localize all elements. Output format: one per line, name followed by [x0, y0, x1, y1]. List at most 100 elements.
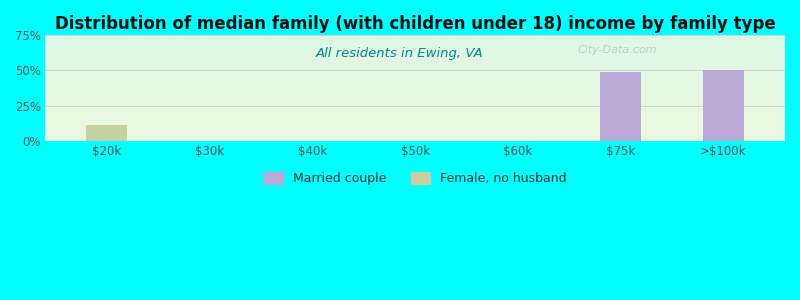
- Bar: [45, 57, 785, 58]
- Bar: [45, 133, 785, 134]
- Bar: [45, 104, 785, 105]
- Bar: [45, 55, 785, 56]
- Bar: [45, 130, 785, 131]
- Bar: [45, 61, 785, 62]
- Bar: [45, 91, 785, 92]
- Bar: [45, 82, 785, 83]
- Bar: [45, 54, 785, 55]
- Bar: [45, 125, 785, 126]
- Bar: [45, 62, 785, 63]
- Bar: [45, 74, 785, 75]
- Bar: [45, 67, 785, 68]
- Bar: [45, 120, 785, 121]
- Bar: [45, 86, 785, 87]
- Bar: [45, 134, 785, 135]
- Bar: [45, 46, 785, 47]
- Bar: [45, 40, 785, 41]
- Bar: [45, 85, 785, 86]
- Bar: [45, 98, 785, 99]
- Bar: [45, 38, 785, 39]
- Bar: [45, 70, 785, 71]
- Bar: [45, 124, 785, 125]
- Bar: [45, 73, 785, 74]
- Bar: [45, 92, 785, 93]
- Bar: [45, 35, 785, 36]
- Bar: [45, 48, 785, 49]
- Bar: [45, 138, 785, 139]
- Bar: [45, 95, 785, 96]
- Bar: [45, 132, 785, 133]
- Bar: [45, 103, 785, 104]
- Bar: [45, 66, 785, 67]
- Bar: [45, 77, 785, 78]
- Bar: [45, 58, 785, 59]
- Bar: [45, 106, 785, 107]
- Bar: [45, 63, 785, 64]
- Bar: [45, 47, 785, 48]
- Bar: [45, 64, 785, 65]
- Bar: [45, 105, 785, 106]
- Bar: [45, 87, 785, 88]
- Bar: [45, 34, 785, 35]
- Bar: [702, 70, 744, 141]
- Bar: [45, 119, 785, 120]
- Bar: [45, 53, 785, 54]
- Bar: [45, 36, 785, 37]
- Bar: [45, 84, 785, 85]
- Bar: [45, 99, 785, 100]
- Bar: [45, 81, 785, 82]
- Text: City-Data.com: City-Data.com: [578, 45, 658, 55]
- Bar: [45, 111, 785, 112]
- Bar: [45, 126, 785, 127]
- Bar: [600, 71, 641, 141]
- Bar: [45, 68, 785, 69]
- Bar: [45, 118, 785, 119]
- Bar: [45, 49, 785, 50]
- Bar: [45, 43, 785, 44]
- Text: All residents in Ewing, VA: All residents in Ewing, VA: [316, 46, 484, 59]
- Bar: [45, 83, 785, 84]
- Bar: [45, 112, 785, 113]
- Bar: [45, 76, 785, 77]
- Bar: [45, 69, 785, 70]
- Bar: [45, 45, 785, 46]
- Bar: [45, 72, 785, 73]
- Bar: [45, 123, 785, 124]
- Bar: [45, 135, 785, 136]
- Bar: [45, 41, 785, 42]
- Bar: [45, 109, 785, 110]
- Bar: [45, 114, 785, 115]
- Bar: [45, 128, 785, 129]
- Bar: [45, 113, 785, 114]
- Bar: [45, 93, 785, 94]
- Bar: [45, 100, 785, 101]
- Bar: [45, 65, 785, 66]
- Bar: [45, 90, 785, 91]
- Legend: Married couple, Female, no husband: Married couple, Female, no husband: [259, 167, 571, 190]
- Bar: [45, 71, 785, 72]
- Bar: [45, 136, 785, 137]
- Bar: [45, 56, 785, 57]
- Bar: [45, 110, 785, 111]
- Bar: [45, 50, 785, 51]
- Bar: [45, 117, 785, 118]
- Bar: [45, 101, 785, 102]
- Bar: [45, 115, 785, 116]
- Bar: [45, 37, 785, 38]
- Bar: [45, 121, 785, 122]
- Bar: [86, 125, 127, 141]
- Bar: [45, 39, 785, 40]
- Bar: [45, 108, 785, 109]
- Bar: [45, 79, 785, 80]
- Bar: [45, 136, 785, 137]
- Bar: [45, 102, 785, 103]
- Bar: [45, 52, 785, 53]
- Bar: [45, 140, 785, 141]
- Bar: [45, 96, 785, 97]
- Bar: [45, 75, 785, 76]
- Bar: [45, 80, 785, 81]
- Bar: [45, 137, 785, 138]
- Bar: [45, 51, 785, 52]
- Bar: [45, 129, 785, 130]
- Bar: [45, 107, 785, 108]
